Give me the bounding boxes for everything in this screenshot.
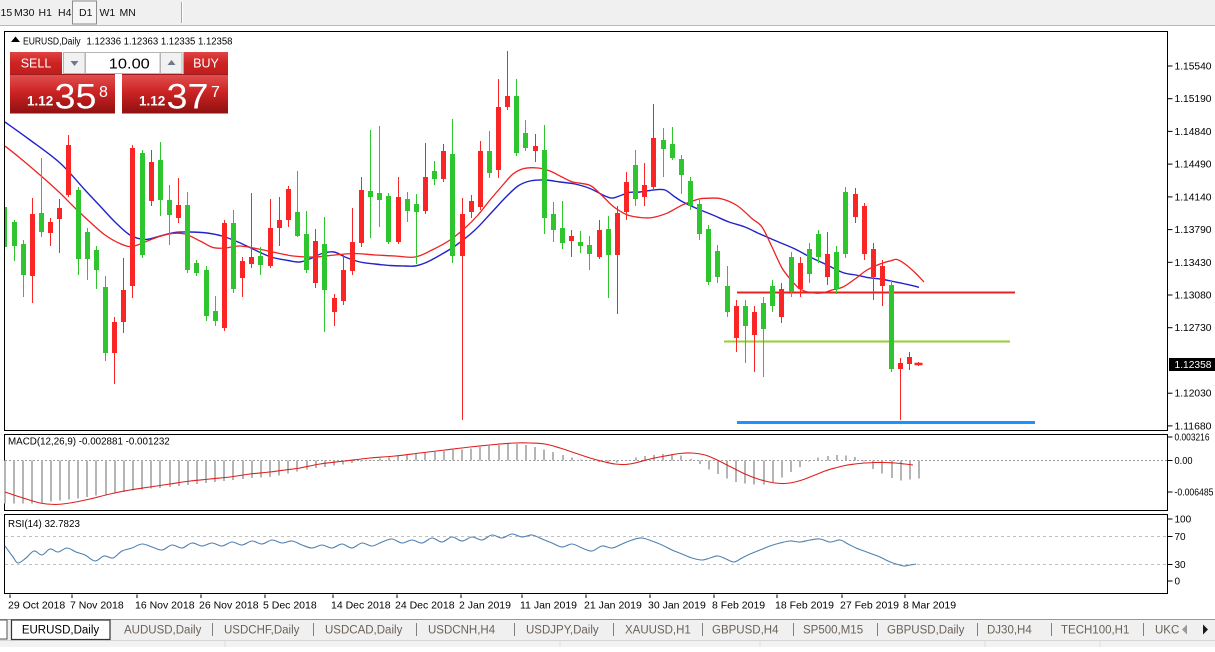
svg-text:USDCNH,H4: USDCNH,H4: [428, 625, 496, 637]
svg-text:30 Jan 2019: 30 Jan 2019: [648, 600, 706, 612]
svg-text:1.15190: 1.15190: [1175, 94, 1212, 105]
svg-text:MACD(12,26,9) -0.002881 -0.001: MACD(12,26,9) -0.002881 -0.001232: [8, 437, 170, 448]
svg-text:W1: W1: [100, 7, 116, 19]
svg-text:5 Dec 2018: 5 Dec 2018: [263, 600, 317, 612]
svg-text:14 Dec 2018: 14 Dec 2018: [331, 600, 391, 612]
svg-text:1.14490: 1.14490: [1175, 160, 1212, 171]
svg-text:D1: D1: [79, 7, 93, 19]
svg-text:-0.006485: -0.006485: [1175, 488, 1214, 499]
svg-text:1.12030: 1.12030: [1175, 389, 1212, 400]
svg-text:1.15540: 1.15540: [1175, 62, 1212, 73]
svg-text:24 Dec 2018: 24 Dec 2018: [395, 600, 455, 612]
svg-text:USDCAD,Daily: USDCAD,Daily: [325, 625, 403, 637]
svg-text:H4: H4: [58, 7, 72, 19]
svg-text:1.13080: 1.13080: [1175, 291, 1212, 302]
svg-text:0: 0: [1175, 577, 1181, 588]
svg-text:DJ30,H4: DJ30,H4: [987, 625, 1032, 637]
svg-text:M30: M30: [14, 7, 35, 19]
svg-text:MN: MN: [120, 7, 136, 19]
svg-text:M15: M15: [0, 7, 12, 19]
svg-text:0.003216: 0.003216: [1175, 433, 1210, 444]
svg-text:UKC: UKC: [1155, 625, 1179, 637]
svg-text:35: 35: [55, 78, 97, 117]
svg-text:USDCHF,Daily: USDCHF,Daily: [224, 625, 300, 637]
svg-text:USDJPY,Daily: USDJPY,Daily: [526, 625, 599, 637]
svg-text:100: 100: [1175, 515, 1192, 526]
svg-text:GBPUSD,Daily: GBPUSD,Daily: [887, 625, 965, 637]
svg-text:8 Mar 2019: 8 Mar 2019: [903, 600, 956, 612]
svg-text:37: 37: [167, 78, 209, 117]
svg-text:2 Jan 2019: 2 Jan 2019: [459, 600, 511, 612]
svg-text:8: 8: [99, 84, 108, 101]
svg-text:1.14140: 1.14140: [1175, 192, 1212, 203]
svg-text:11 Jan 2019: 11 Jan 2019: [520, 600, 577, 612]
svg-text:1.12358: 1.12358: [1175, 360, 1212, 371]
svg-text:7 Nov 2018: 7 Nov 2018: [70, 600, 124, 612]
svg-text:TECH100,H1: TECH100,H1: [1061, 625, 1129, 637]
svg-text:1.13790: 1.13790: [1175, 225, 1212, 236]
svg-text:18 Feb 2019: 18 Feb 2019: [775, 600, 834, 612]
svg-text:RSI(14) 32.7823: RSI(14) 32.7823: [8, 519, 80, 530]
svg-text:SELL: SELL: [21, 57, 52, 71]
svg-text:1.11680: 1.11680: [1175, 421, 1212, 432]
svg-text:XAUUSD,H1: XAUUSD,H1: [625, 625, 691, 637]
svg-text:1.12: 1.12: [139, 94, 165, 109]
svg-text:0.00: 0.00: [1175, 456, 1193, 467]
svg-text:26 Nov 2018: 26 Nov 2018: [199, 600, 259, 612]
svg-text:H1: H1: [39, 7, 53, 19]
svg-text:1.12730: 1.12730: [1175, 323, 1212, 334]
svg-text:30: 30: [1175, 560, 1187, 571]
svg-text:29 Oct 2018: 29 Oct 2018: [8, 600, 65, 612]
svg-text:16 Nov 2018: 16 Nov 2018: [135, 600, 195, 612]
svg-text:7: 7: [211, 84, 220, 101]
svg-text:SP500,M15: SP500,M15: [803, 625, 863, 637]
svg-text:70: 70: [1175, 532, 1187, 543]
svg-text:27 Feb 2019: 27 Feb 2019: [840, 600, 899, 612]
svg-text:BUY: BUY: [193, 57, 219, 71]
svg-text:21 Jan 2019: 21 Jan 2019: [584, 600, 642, 612]
svg-text:EURUSD,Daily: EURUSD,Daily: [22, 625, 100, 637]
svg-text:EURUSD,Daily: EURUSD,Daily: [23, 37, 81, 48]
svg-text:1.12: 1.12: [27, 94, 53, 109]
svg-text:8 Feb 2019: 8 Feb 2019: [712, 600, 765, 612]
svg-text:1.14840: 1.14840: [1175, 127, 1212, 138]
svg-text:1.13430: 1.13430: [1175, 258, 1212, 269]
svg-text:GBPUSD,H4: GBPUSD,H4: [712, 625, 779, 637]
svg-text:AUDUSD,Daily: AUDUSD,Daily: [124, 625, 202, 637]
svg-text:10.00: 10.00: [109, 56, 150, 73]
svg-text:1.12336 1.12363 1.12335 1.1235: 1.12336 1.12363 1.12335 1.12358: [87, 37, 233, 48]
